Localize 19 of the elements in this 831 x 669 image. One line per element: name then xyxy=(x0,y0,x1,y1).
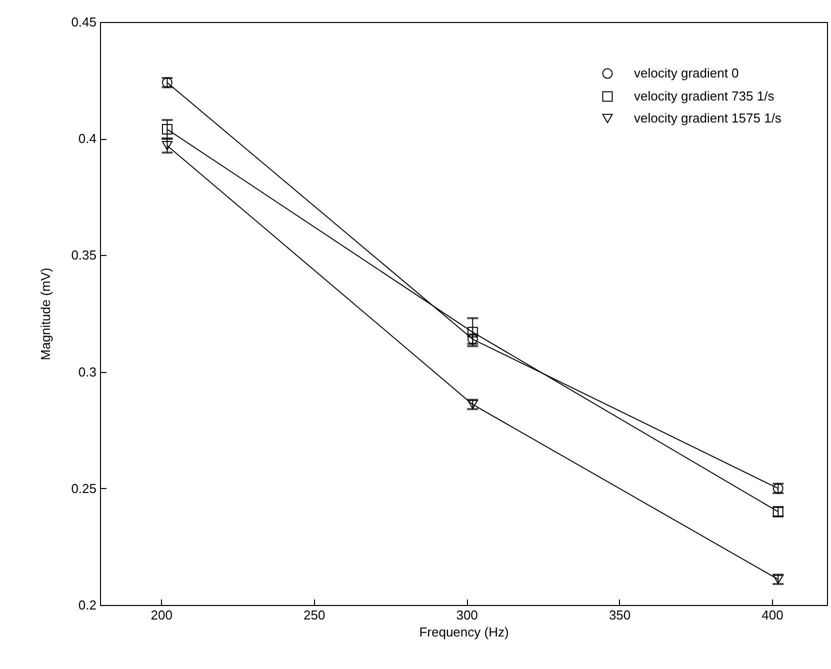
y-tick-label: 0.25 xyxy=(71,480,96,496)
x-tick-label: 300 xyxy=(456,608,478,622)
x-tick-label: 400 xyxy=(762,608,784,622)
point xyxy=(162,140,172,150)
y-tick-label: 0.4 xyxy=(78,131,96,146)
x-tick-label: 250 xyxy=(303,608,326,622)
x-tick-label: 350 xyxy=(608,608,631,622)
point xyxy=(467,326,478,338)
x-axis-title: Frequency (Hz) xyxy=(419,624,509,640)
legend-label: velocity gradient 735 1/s xyxy=(634,88,775,104)
legend-label: velocity gradient 0 xyxy=(634,66,739,80)
legend-label: velocity gradient 1575 1/s xyxy=(634,110,782,126)
x-tick-label: 200 xyxy=(150,608,172,622)
point xyxy=(162,124,172,135)
y-tick-label: 0.2 xyxy=(78,598,96,612)
y-axis-title: Magnitude (mV) xyxy=(38,268,54,360)
y-tick-label: 0.45 xyxy=(71,14,96,30)
y-tick-label: 0.35 xyxy=(71,248,96,263)
y-tick-label: 0.3 xyxy=(78,364,96,380)
